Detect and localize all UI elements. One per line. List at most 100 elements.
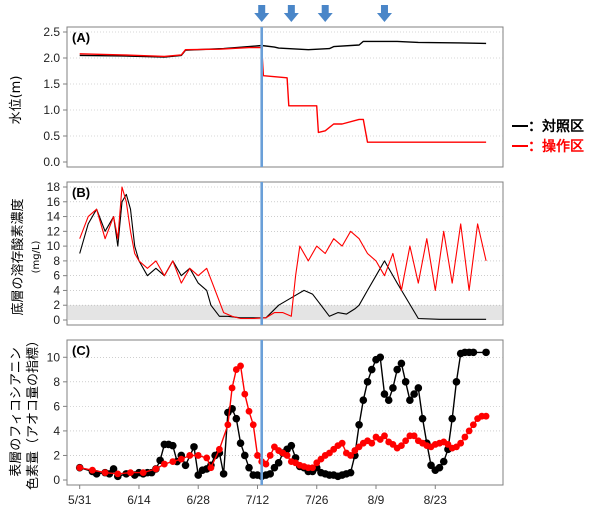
panel-c-point-control — [346, 468, 355, 477]
panel-c-point-control — [410, 390, 418, 398]
panel-c-point-control — [393, 365, 401, 374]
panel-a-frame — [66, 26, 504, 168]
panel-c-point-treatment — [249, 421, 257, 429]
panel-a-ytick-label: 1.0 — [43, 103, 60, 117]
panel-c-point-treatment — [228, 384, 236, 392]
panel-c-point-control — [482, 348, 490, 357]
panel-c-ytick-label: 10 — [47, 350, 61, 364]
panel-c-point-control — [245, 463, 253, 472]
panel-c-point-treatment — [114, 470, 122, 478]
panel-c-ytick-label: 8 — [53, 375, 60, 389]
panel-c-point-control — [109, 465, 118, 473]
panel-b-ytick-label: 16 — [47, 195, 61, 209]
xtick-label: 7/12 — [246, 493, 270, 507]
panel-c-ylabel: 表層のフィコシアニン 色素量（アオコ量の指標） — [9, 334, 41, 490]
panel-b-label: (B) — [72, 185, 90, 200]
panel-c-point-treatment — [177, 455, 185, 463]
panel-c-point-treatment — [482, 412, 490, 420]
panel-c-point-treatment — [241, 390, 249, 398]
panel-c-label: (C) — [72, 343, 90, 358]
panel-a-series-treatment — [79, 46, 487, 143]
panel-c-point-treatment — [457, 439, 465, 447]
panel-c-point-treatment — [76, 464, 84, 472]
panel-c-point-treatment — [237, 362, 244, 370]
panel-c-point-control — [270, 463, 279, 472]
panel-a-ytick-label: 2.5 — [43, 25, 60, 39]
panel-c-point-control — [169, 441, 177, 450]
panel-c-ylabel-line1: 表層のフィコシアニン — [9, 347, 24, 476]
panel-c-point-control — [194, 471, 203, 479]
panel-a-ytick-label: 2.0 — [43, 51, 60, 65]
panel-b-ylabel: 底層の溶存酸素濃度 (mg/L) — [10, 198, 42, 315]
panel-c-point-control — [469, 348, 478, 357]
panel-c-point-control — [287, 441, 296, 450]
panel-a-ylabel-unit: (m) — [9, 76, 24, 99]
panel-c-ytick-label: 0 — [53, 473, 60, 487]
panel-c-point-treatment — [266, 452, 274, 459]
panel-b-ytick-label: 4 — [53, 283, 60, 297]
panel-c-point-treatment — [169, 458, 177, 465]
panel-c-point-treatment — [186, 452, 194, 459]
panel-c-point-control — [266, 470, 274, 478]
xtick-label: 8/23 — [424, 493, 448, 507]
panel-c-point-control — [219, 470, 228, 478]
panel-b-ytick-label: 12 — [47, 224, 61, 238]
panel-c-point-control — [355, 420, 363, 429]
panel-c-point-treatment — [347, 452, 355, 459]
panel-c-point-treatment — [194, 452, 202, 459]
panel-c-point-control — [367, 365, 376, 374]
panel-c-point-control — [384, 396, 393, 405]
panel-c-point-treatment — [224, 421, 232, 429]
panel-c-point-control — [190, 443, 198, 451]
panel-c-point-treatment — [338, 439, 346, 447]
panel-b-ytick-label: 0 — [53, 313, 60, 327]
down-arrow-icon — [317, 5, 333, 22]
panel-c-point-treatment — [410, 432, 418, 440]
panel-c-point-treatment — [203, 454, 211, 462]
panel-b-shade — [68, 305, 502, 320]
panel-b-ylabel-text: 底層の溶存酸素濃度 — [10, 198, 26, 315]
panel-b-ytick-label: 6 — [53, 269, 60, 283]
panel-a-ytick-label: 0.5 — [43, 129, 60, 143]
xtick-label: 8/9 — [368, 493, 385, 507]
panel-c-point-control — [414, 384, 423, 392]
panel-b-ylabel-unit: (mg/L) — [31, 240, 42, 273]
down-arrow-icon — [254, 5, 270, 22]
panel-a-ylabel-text: 水位 — [9, 98, 24, 124]
panel-c-ylabel-line2: 色素量（アオコ量の指標） — [25, 334, 41, 490]
legend-label-treatment: ：操作区 — [528, 138, 584, 155]
panel-c-point-treatment — [127, 469, 134, 477]
panel-c-point-treatment — [461, 433, 469, 441]
legend-label-control: ：対照区 — [528, 118, 584, 135]
panel-c-point-control — [448, 414, 457, 423]
panel-c-point-control — [380, 390, 389, 398]
panel-c-point-treatment — [207, 464, 215, 472]
panel-c-point-control — [389, 384, 397, 392]
panel-c-point-control — [406, 396, 414, 405]
panel-a-ytick-label: 0.0 — [43, 155, 60, 169]
panel-c-point-control — [435, 463, 444, 472]
panel-b-ytick-label: 8 — [53, 254, 60, 268]
xtick-label: 5/31 — [68, 493, 92, 507]
panel-c-point-treatment — [283, 452, 291, 459]
panel-c-point-control — [418, 414, 427, 423]
panel-c-point-treatment — [215, 445, 223, 453]
panel-c-point-control — [439, 457, 448, 466]
panel-c-frame — [66, 339, 504, 486]
xtick-label: 6/28 — [187, 493, 211, 507]
panel-c-ytick-label: 4 — [53, 424, 60, 438]
panel-c-point-treatment — [398, 442, 405, 450]
panel-c-point-control — [427, 461, 435, 470]
panel-c-point-control — [181, 461, 190, 470]
panel-c-point-treatment — [245, 407, 253, 415]
panel-c-point-treatment — [88, 466, 96, 474]
panel-c-point-treatment — [101, 469, 109, 477]
panel-c-point-treatment — [469, 421, 477, 429]
svg-text:水位(m): 水位(m) — [9, 76, 24, 125]
panel-c-point-control — [232, 414, 241, 423]
panel-c-point-treatment — [160, 460, 168, 468]
panel-c-point-control — [274, 459, 283, 467]
panel-c-point-control — [236, 439, 245, 447]
